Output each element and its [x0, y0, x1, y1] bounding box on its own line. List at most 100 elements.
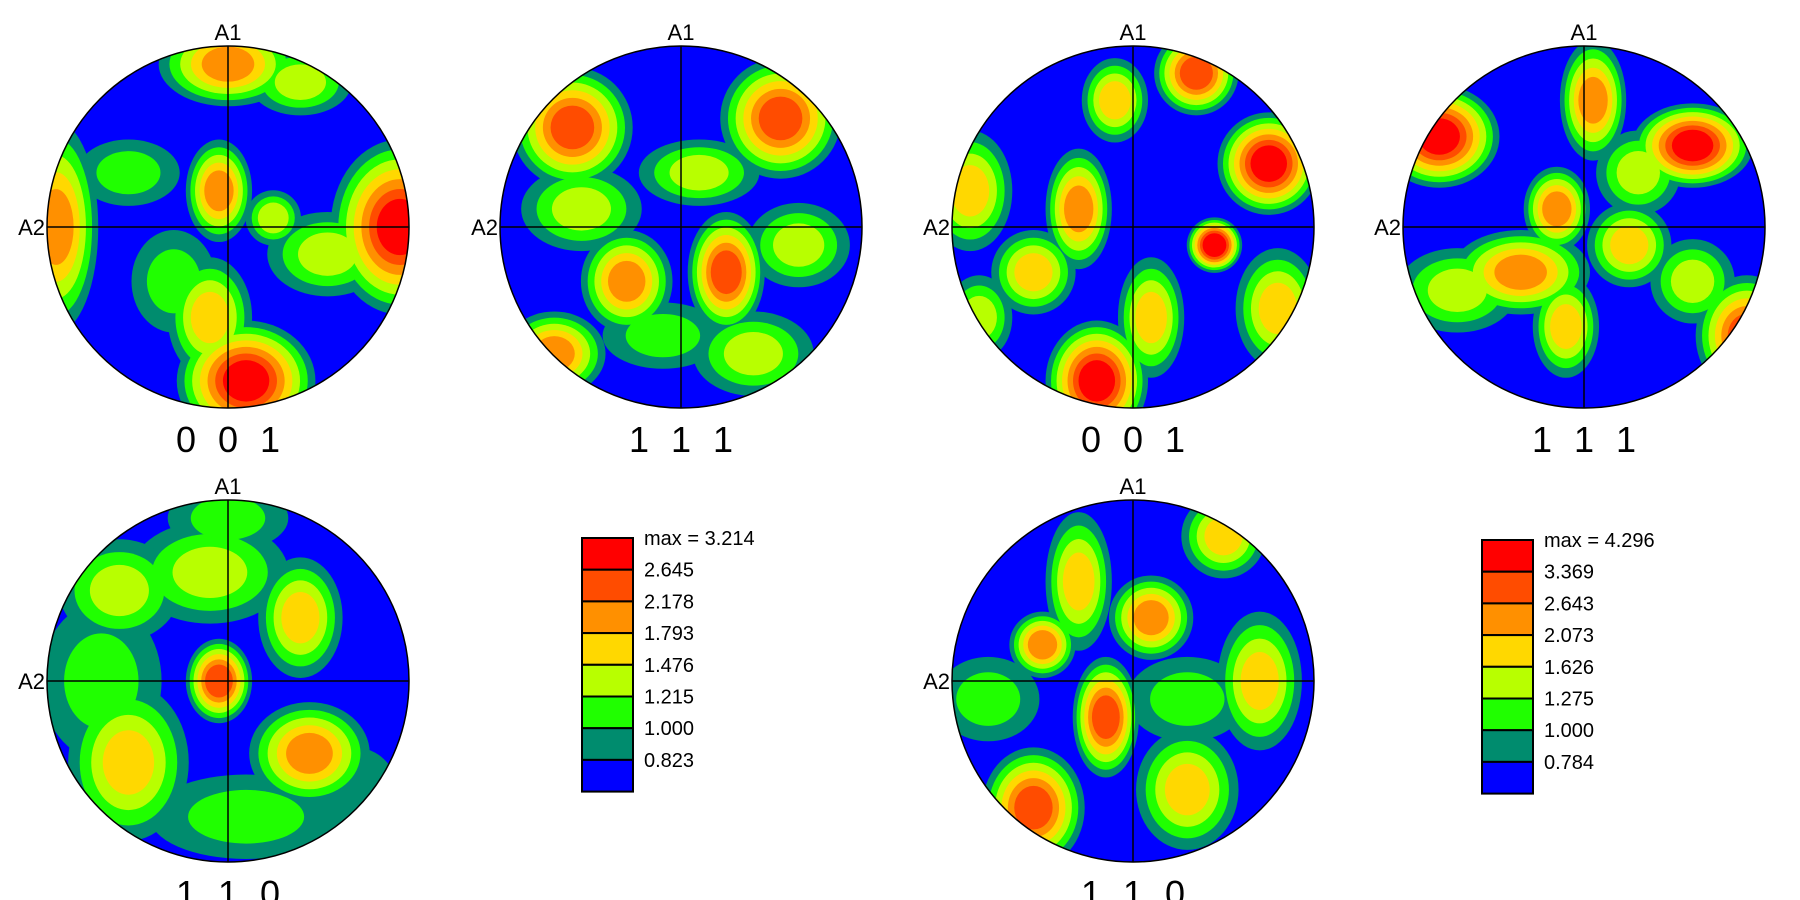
pole-figure-title: 1 1 1 [629, 419, 739, 460]
legend-swatch [581, 568, 634, 603]
contour-region [952, 165, 990, 217]
axis-label-a2: A2 [471, 215, 498, 240]
pole-figure-2: A1 A2 1 1 1 [471, 20, 863, 460]
pole-figure-6: A1 A2 1 1 0 [923, 474, 1315, 900]
contour-region [1164, 763, 1210, 816]
legend-swatch [581, 537, 634, 571]
contour-region [956, 672, 1021, 726]
legend-label: 1.000 [644, 718, 694, 740]
pole-figure-4: A1 A2 0 0 1 [923, 20, 1315, 460]
legend-swatch [1481, 760, 1534, 795]
contour-region [298, 232, 358, 276]
legend-swatch [581, 695, 634, 730]
color-legend-2: max = 4.296 3.369 2.643 2.073 1.626 1.275 1.00… [1481, 530, 1655, 795]
contour-region [1078, 360, 1116, 402]
contour-region [257, 202, 289, 234]
contour-region [1250, 145, 1288, 182]
contour-region [1204, 517, 1243, 556]
density-map [1403, 46, 1765, 408]
pole-figure-title: 1 1 1 [1532, 419, 1642, 460]
contour-region [1099, 81, 1131, 120]
contour-region [1578, 76, 1608, 124]
axis-label-a2: A2 [18, 215, 45, 240]
contour-region [710, 250, 742, 295]
contour-region [723, 332, 783, 376]
contour-region [1610, 225, 1649, 265]
legend-label: 0.784 [1544, 752, 1594, 774]
legend-swatch [581, 632, 634, 666]
legend-label: 2.645 [644, 560, 694, 582]
contour-region [1179, 56, 1213, 90]
contour-region [89, 564, 149, 617]
legend-swatch [581, 600, 634, 635]
legend-swatch [1481, 665, 1534, 700]
legend-swatch [581, 663, 634, 698]
contour-region [1062, 552, 1095, 611]
contour-region [758, 96, 803, 141]
axis-label-a2: A2 [923, 669, 950, 694]
contour-region [1014, 253, 1053, 292]
contour-region [625, 313, 701, 358]
legend-swatch [1481, 539, 1534, 573]
contour-region [190, 291, 230, 344]
legend-label: 1.275 [1544, 689, 1594, 711]
contour-region [222, 360, 270, 402]
pole-figure-title: 1 1 0 [1081, 873, 1191, 900]
density-map [952, 46, 1314, 408]
legend-label: max = 4.296 [1544, 530, 1655, 552]
axis-label-a1: A1 [668, 20, 695, 45]
contour-region [1014, 785, 1053, 830]
axis-label-a2: A2 [923, 215, 950, 240]
contour-region [1550, 304, 1582, 349]
contour-region [188, 789, 305, 844]
legend-label: 2.178 [644, 591, 694, 613]
axis-label-a2: A2 [1374, 215, 1401, 240]
contour-region [1133, 600, 1169, 636]
contour-region [773, 223, 825, 267]
legend-label: 1.793 [644, 623, 694, 645]
contour-region [551, 187, 611, 231]
legend-swatch [581, 758, 634, 793]
contour-region [274, 64, 327, 100]
legend-label: 1.626 [1544, 657, 1594, 679]
pole-figure-1: A1 A2 0 0 1 [18, 20, 410, 460]
contour-region [1202, 233, 1227, 257]
legend-label: 0.823 [644, 750, 694, 772]
legend-swatch [581, 727, 634, 761]
legend-label: 3.369 [1544, 562, 1594, 584]
legend-label: 2.073 [1544, 625, 1594, 647]
contour-region [1091, 695, 1120, 740]
contour-region [669, 154, 729, 191]
pole-figure-title: 0 0 1 [1081, 419, 1191, 460]
legend-label: 1.476 [644, 655, 694, 677]
contour-region [1427, 268, 1487, 313]
legend-label: 1.215 [644, 687, 694, 709]
contour-region [550, 105, 595, 150]
axis-label-a1: A1 [1571, 20, 1598, 45]
pole-figure-title: 1 1 0 [176, 873, 286, 900]
contour-region [1670, 259, 1715, 303]
pole-figure-3: A1 A2 1 1 0 [18, 474, 410, 900]
contour-region [1542, 191, 1572, 227]
contour-region [961, 295, 997, 340]
contour-region [1027, 630, 1058, 660]
legend-swatch [1481, 729, 1534, 763]
legend-swatch [1481, 634, 1534, 668]
density-map [47, 46, 409, 408]
pole-figure-5: A1 A2 1 1 1 [1374, 20, 1766, 460]
contour-region [1418, 118, 1460, 155]
contour-region [1671, 129, 1714, 162]
contour-region [1494, 254, 1547, 290]
contour-region [204, 170, 234, 212]
contour-region [1616, 151, 1660, 195]
contour-region [102, 730, 155, 795]
axis-label-a2: A2 [18, 669, 45, 694]
axis-label-a1: A1 [1120, 474, 1147, 499]
contour-region [607, 260, 646, 302]
contour-region [146, 249, 201, 314]
legend-swatch [1481, 570, 1534, 605]
legend-label: max = 3.214 [644, 528, 755, 550]
color-legend-1: max = 3.214 2.645 2.178 1.793 1.476 1.215 1.00… [581, 528, 755, 793]
axis-label-a1: A1 [1120, 20, 1147, 45]
contour-region [1258, 282, 1297, 335]
